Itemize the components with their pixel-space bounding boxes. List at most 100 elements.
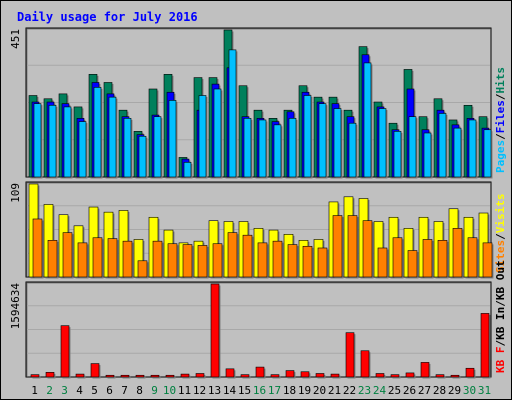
bar-kbytes-kb-f-day-10 bbox=[165, 374, 176, 379]
x-tick-label-day-11: 11 bbox=[178, 384, 191, 397]
bar-visits-sites-day-20 bbox=[317, 247, 329, 279]
series-pages bbox=[33, 49, 493, 179]
bar-visits-sites-day-21 bbox=[332, 215, 344, 279]
bar-kbytes-kb-f-day-5 bbox=[90, 363, 101, 379]
bar-visits-sites-day-31 bbox=[482, 242, 494, 279]
bar-hits-pages-day-15 bbox=[243, 118, 253, 179]
bar-hits-pages-day-22 bbox=[348, 122, 358, 179]
bar-kbytes-kb-f-day-6 bbox=[105, 374, 116, 379]
x-tick-label-day-20: 20 bbox=[313, 384, 326, 397]
bar-kbytes-kb-f-day-1 bbox=[30, 374, 41, 379]
bar-hits-pages-day-25 bbox=[393, 131, 403, 179]
x-tick-label-day-24: 24 bbox=[373, 384, 387, 397]
bar-hits-pages-day-14 bbox=[228, 49, 238, 179]
bar-hits-pages-day-1 bbox=[33, 103, 43, 179]
bar-hits-pages-day-11 bbox=[183, 162, 193, 179]
x-tick-label-day-28: 28 bbox=[433, 384, 446, 397]
bar-hits-pages-day-17 bbox=[273, 124, 283, 179]
bar-visits-sites-day-6 bbox=[107, 238, 119, 279]
bar-visits-sites-day-12 bbox=[197, 245, 209, 279]
bar-visits-sites-day-17 bbox=[272, 240, 284, 279]
bar-visits-sites-day-26 bbox=[407, 250, 419, 279]
bar-hits-pages-day-31 bbox=[483, 129, 493, 179]
bar-hits-pages-day-19 bbox=[303, 95, 313, 179]
x-tick-label-day-12: 12 bbox=[193, 384, 206, 397]
bar-hits-pages-day-20 bbox=[318, 103, 328, 179]
x-tick-label-day-27: 27 bbox=[418, 384, 431, 397]
bar-hits-pages-day-18 bbox=[288, 118, 298, 179]
x-tick-label-day-9: 9 bbox=[151, 384, 158, 397]
x-tick-label-day-19: 19 bbox=[298, 384, 311, 397]
panel-visits-legend: Sites/Visits bbox=[494, 194, 507, 274]
x-tick-label-day-7: 7 bbox=[121, 384, 128, 397]
bar-visits-sites-day-18 bbox=[287, 244, 299, 279]
legend-separator: / bbox=[494, 233, 507, 240]
bar-kbytes-kb-f-day-23 bbox=[360, 350, 371, 379]
legend-entry-hits: Hits bbox=[494, 67, 507, 94]
bar-visits-sites-day-22 bbox=[347, 215, 359, 279]
x-tick-label-day-14: 14 bbox=[223, 384, 237, 397]
bar-hits-pages-day-8 bbox=[138, 135, 148, 179]
panel-visits: 109 Sites/Visits bbox=[9, 181, 507, 279]
x-tick-label-day-5: 5 bbox=[91, 384, 98, 397]
legend-separator: / bbox=[494, 300, 507, 307]
bar-visits-sites-day-9 bbox=[152, 240, 164, 279]
bar-visits-sites-day-7 bbox=[122, 240, 134, 279]
bar-visits-sites-day-8 bbox=[137, 260, 149, 279]
legend-entry-pages: Pages bbox=[494, 140, 507, 173]
x-tick-label-day-3: 3 bbox=[61, 384, 68, 397]
x-tick-label-day-30: 30 bbox=[463, 384, 476, 397]
series-kb-f bbox=[30, 283, 491, 379]
bar-hits-pages-day-16 bbox=[258, 119, 268, 179]
x-tick-label-day-22: 22 bbox=[343, 384, 356, 397]
bar-hits-pages-day-27 bbox=[423, 132, 433, 179]
bar-kbytes-kb-f-day-20 bbox=[315, 373, 326, 379]
bar-visits-sites-day-14 bbox=[227, 232, 239, 279]
bar-visits-sites-day-2 bbox=[47, 240, 59, 279]
bar-hits-pages-day-26 bbox=[408, 116, 418, 179]
legend-entry-kb-in: KB In bbox=[494, 307, 507, 340]
bar-visits-sites-day-11 bbox=[182, 244, 194, 279]
bar-kbytes-kb-f-day-24 bbox=[375, 373, 386, 379]
bar-kbytes-kb-f-day-4 bbox=[75, 373, 86, 379]
bar-kbytes-kb-f-day-3 bbox=[60, 325, 71, 379]
bar-hits-pages-day-9 bbox=[153, 116, 163, 179]
chart-title: Daily usage for July 2016 bbox=[17, 10, 198, 24]
bar-hits-pages-day-10 bbox=[168, 100, 178, 179]
x-tick-label-day-25: 25 bbox=[388, 384, 401, 397]
bar-hits-pages-day-13 bbox=[213, 88, 223, 179]
panel-kbytes-ymax-label: 1594634 bbox=[9, 283, 22, 330]
x-tick-label-day-21: 21 bbox=[328, 384, 341, 397]
bar-hits-pages-day-12 bbox=[198, 95, 208, 179]
bar-visits-sites-day-24 bbox=[377, 247, 389, 279]
bar-visits-sites-day-25 bbox=[392, 237, 404, 279]
x-tick-label-day-8: 8 bbox=[136, 384, 143, 397]
bar-visits-sites-day-3 bbox=[62, 232, 74, 279]
x-tick-label-day-6: 6 bbox=[106, 384, 113, 397]
bar-kbytes-kb-f-day-29 bbox=[450, 374, 461, 379]
x-tick-label-day-15: 15 bbox=[238, 384, 251, 397]
legend-separator: / bbox=[494, 340, 507, 347]
bar-kbytes-kb-f-day-17 bbox=[270, 374, 281, 379]
bar-kbytes-kb-f-day-9 bbox=[150, 374, 161, 379]
bar-hits-pages-day-3 bbox=[63, 106, 73, 179]
bar-visits-sites-day-29 bbox=[452, 228, 464, 279]
bar-visits-sites-day-15 bbox=[242, 234, 254, 279]
bar-visits-sites-day-4 bbox=[77, 242, 89, 279]
x-tick-label-day-23: 23 bbox=[358, 384, 371, 397]
bar-hits-pages-day-2 bbox=[48, 104, 58, 179]
x-tick-label-day-10: 10 bbox=[163, 384, 176, 397]
panel-visits-ymax-label: 109 bbox=[9, 183, 22, 203]
bar-kbytes-kb-f-day-2 bbox=[45, 372, 56, 379]
bar-visits-sites-day-5 bbox=[92, 237, 104, 279]
x-tick-label-day-17: 17 bbox=[268, 384, 281, 397]
bar-kbytes-kb-f-day-14 bbox=[225, 368, 236, 379]
bar-kbytes-kb-f-day-16 bbox=[255, 366, 266, 379]
bar-hits-pages-day-7 bbox=[123, 118, 133, 179]
bar-kbytes-kb-f-day-26 bbox=[405, 372, 416, 379]
bar-hits-pages-day-24 bbox=[378, 108, 388, 179]
bar-visits-sites-day-13 bbox=[212, 243, 224, 279]
series-sites bbox=[32, 215, 494, 279]
